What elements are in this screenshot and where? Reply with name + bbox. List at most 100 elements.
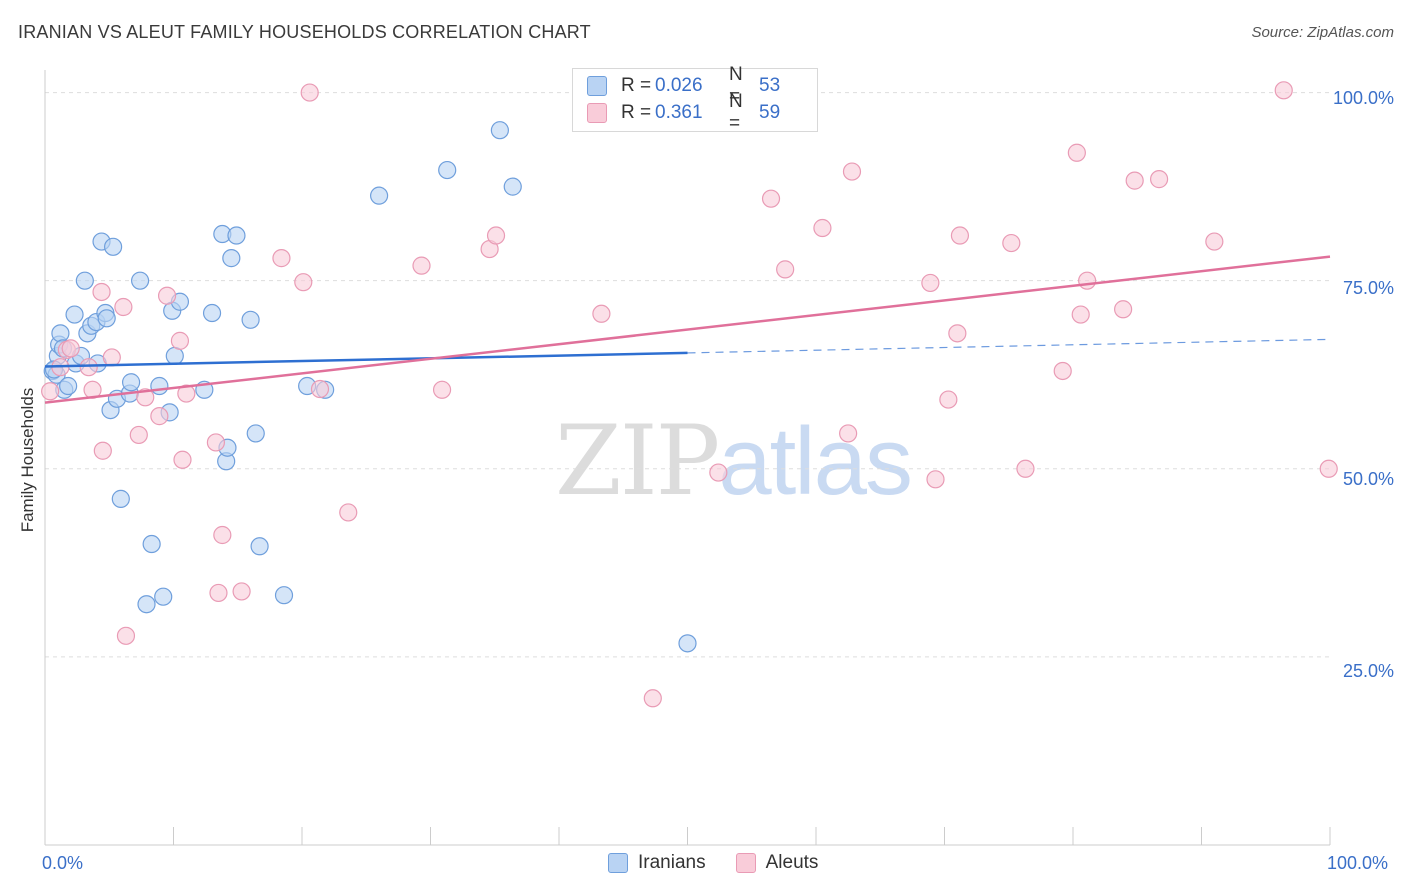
aleut-point [761, 189, 781, 208]
aleut-point [1114, 300, 1133, 319]
aleut-point [79, 358, 98, 377]
iranian-point [97, 309, 116, 328]
stats-legend: R = 0.026 N = 53 R = 0.361 N = 59 [572, 64, 818, 134]
chart-title: IRANIAN VS ALEUT FAMILY HOUSEHOLDS CORRE… [18, 22, 591, 42]
iranian-point [142, 534, 161, 554]
legend-n-label: N = [729, 91, 743, 134]
iranian-point [51, 324, 70, 343]
aleut-point [926, 470, 945, 489]
aleut-point [213, 525, 232, 545]
aleut-point [1319, 459, 1338, 478]
iranian-point [246, 424, 265, 443]
aleut-point [310, 379, 330, 399]
iranian-point [59, 376, 78, 396]
iranian-point [150, 376, 169, 396]
iranian-point [165, 346, 184, 366]
iranian-point [274, 586, 294, 605]
iranian-point [503, 177, 522, 196]
aleut-point [948, 324, 967, 343]
aleut-point [950, 226, 970, 245]
y-tick-label-75: 75.0% [1342, 278, 1394, 298]
aleut-point [206, 433, 226, 452]
legend-label-aleuts: Aleuts [765, 852, 819, 873]
y-axis-label: Family Households [18, 387, 37, 533]
aleut-point [1274, 81, 1293, 100]
legend-swatch-aleuts [587, 103, 607, 123]
legend-r-value: 0.361 [655, 102, 703, 123]
aleut-point [1016, 459, 1035, 478]
iranian-point [75, 271, 94, 290]
aleut-point [232, 582, 251, 601]
legend-item-aleuts[interactable]: Aleuts [735, 852, 819, 874]
iranian-point [154, 587, 173, 606]
aleut-point [177, 384, 196, 403]
aleut-point [272, 249, 291, 268]
iranian-point [438, 160, 457, 180]
aleut-point [294, 273, 313, 292]
aleut-point [150, 407, 169, 426]
aleut-point [643, 689, 662, 708]
iranian-point [111, 489, 130, 508]
aleut-point [1149, 170, 1169, 189]
x-tick-label-min: 0.0% [42, 853, 84, 873]
aleut-point [129, 425, 148, 445]
iranian-point [241, 310, 260, 329]
iranian-point [490, 121, 509, 140]
legend-label-iranians: Iranians [638, 852, 706, 873]
aleut-point [1205, 232, 1224, 251]
y-tick-label-50: 50.0% [1342, 469, 1394, 489]
aleut-point [170, 331, 190, 350]
legend-n-label: N = [729, 64, 743, 107]
legend-r-label: R = [621, 75, 652, 96]
aleut-point [173, 450, 192, 469]
aleut-point [921, 273, 940, 293]
legend-n-value: 59 [759, 102, 781, 123]
aleut-point [592, 304, 611, 323]
x-tick-label-max: 100.0% [1327, 853, 1389, 873]
series-legend: Iranians Aleuts [608, 852, 848, 874]
iranian-point [678, 634, 697, 653]
aleut-point [1067, 143, 1086, 162]
aleut-point [157, 286, 177, 305]
aleut-point [92, 282, 111, 302]
aleut-point [1053, 361, 1072, 381]
legend-n-value: 53 [759, 75, 781, 96]
aleut-point [939, 390, 958, 409]
legend-swatch-iranians [587, 76, 607, 96]
aleut-point [432, 380, 452, 399]
y-tick-label-100: 100.0% [1332, 88, 1394, 108]
aleut-point [842, 162, 862, 181]
aleut-point [41, 382, 60, 401]
iranian-point [222, 249, 241, 268]
legend-swatch-iranians [608, 853, 628, 873]
aleut-point [776, 260, 795, 279]
aleut-point [1078, 271, 1097, 290]
aleut-point [839, 424, 858, 443]
aleut-point [136, 388, 155, 407]
legend-row-aleuts: R = 0.361 N = 59 [587, 91, 781, 134]
iranian-point [130, 271, 150, 290]
y-tick-label-25: 25.0% [1342, 661, 1394, 681]
iranian-point [370, 186, 389, 205]
aleut-point [116, 626, 136, 645]
aleut-point [93, 441, 112, 460]
aleut-point [114, 297, 133, 317]
aleut-point [300, 83, 319, 102]
legend-r-value: 0.026 [655, 75, 703, 96]
iranian-point [121, 373, 141, 392]
aleut-point [1125, 171, 1144, 190]
aleut-point [412, 256, 431, 275]
iranian-point [202, 303, 222, 323]
aleut-trend-line [44, 255, 1331, 404]
aleut-point [709, 463, 728, 482]
legend-r-label: R = [621, 102, 652, 123]
iranian-trend-line [44, 351, 688, 368]
aleut-point [813, 218, 832, 238]
legend-item-iranians[interactable]: Iranians [608, 852, 706, 874]
iranian-point [104, 237, 123, 256]
iranian-point [137, 595, 156, 614]
iranian-point [65, 305, 84, 324]
source-label: Source: ZipAtlas.com [1251, 24, 1394, 41]
iranian-point [250, 537, 269, 556]
